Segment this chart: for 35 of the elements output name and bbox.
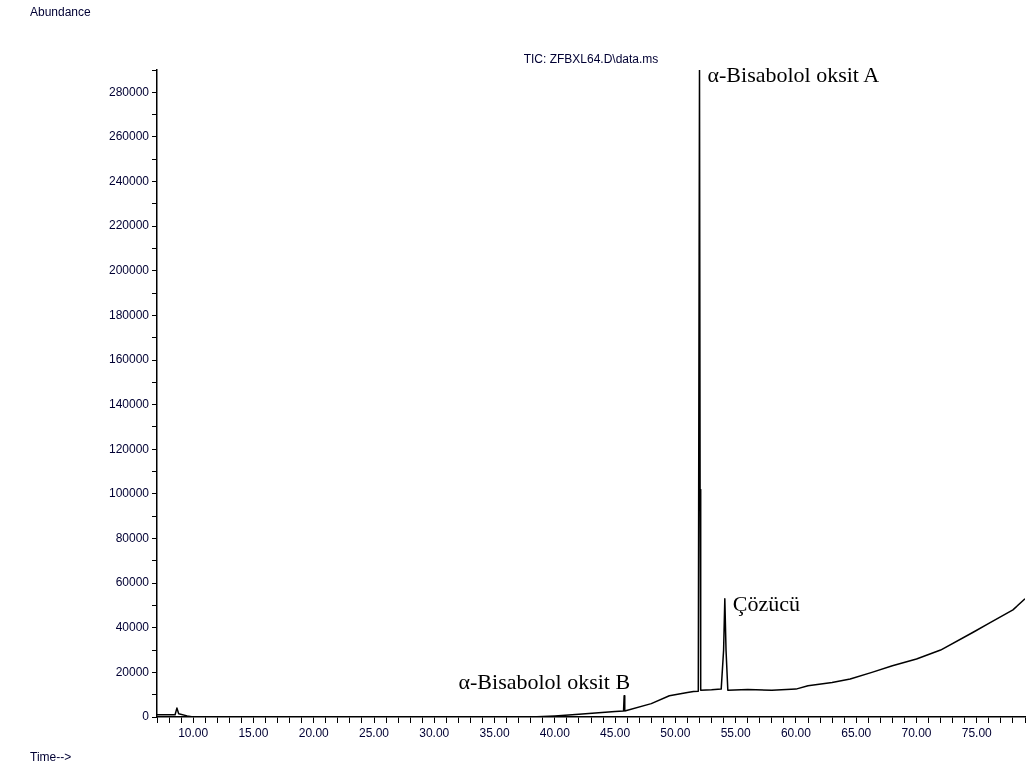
y-tick-label: 200000 [108,263,150,278]
y-tick-label: 260000 [108,129,150,144]
x-tick-label: 30.00 [419,725,450,740]
x-tick-label: 75.00 [961,725,993,740]
y-tick-label: 80000 [115,530,150,545]
x-tick-label: 70.00 [901,725,932,740]
y-tick-label: 140000 [108,396,150,411]
x-tick-label: 10.00 [178,725,209,740]
x-tick-label: 45.00 [600,725,631,740]
y-tick-label: 60000 [115,575,150,590]
y-tick-label: 160000 [108,352,150,367]
annotation: Çözücü [732,590,801,616]
x-tick-label: 20.00 [298,725,330,740]
x-tick-label: 55.00 [720,725,752,740]
x-tick-label: 50.00 [660,725,691,740]
y-axis-title: Abundance [30,5,92,20]
annotation: α-Bisabolol oksit A [707,61,880,87]
chart-title: TIC: ZFBXL64.D\data.ms [523,52,659,67]
x-axis-title: Time--> [30,750,72,765]
y-tick-label: 240000 [108,173,150,188]
y-tick-label: 180000 [108,307,150,322]
x-tick-label: 65.00 [841,725,872,740]
y-tick-label: 40000 [115,620,150,635]
y-tick-label: 20000 [115,664,150,679]
x-tick-label: 15.00 [238,725,269,740]
x-tick-label: 35.00 [479,725,510,740]
x-tick-label: 25.00 [358,725,390,740]
x-tick-label: 60.00 [780,725,812,740]
annotation: α-Bisabolol oksit B [458,668,631,694]
y-tick-label: 280000 [108,84,150,99]
y-tick-label: 220000 [108,218,150,233]
x-tick-label: 40.00 [539,725,571,740]
y-tick-label: 100000 [108,486,150,501]
y-tick-label: 0 [142,709,150,724]
y-tick-label: 120000 [108,441,150,456]
